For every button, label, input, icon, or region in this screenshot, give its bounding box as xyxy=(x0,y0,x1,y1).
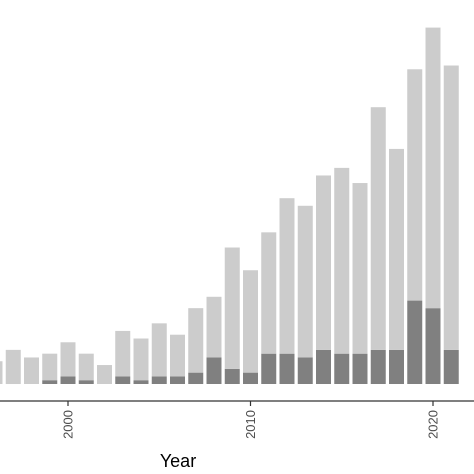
bar-2003-series-1 xyxy=(115,376,131,384)
bar-2008-series-1 xyxy=(206,357,222,384)
bar-1998-series-2 xyxy=(24,357,39,384)
bar-1999-series-2 xyxy=(42,353,58,381)
bars-group xyxy=(0,27,459,385)
bar-2005-series-1 xyxy=(151,376,167,384)
bar-2010-series-2 xyxy=(243,270,258,373)
bar-2020-series-2 xyxy=(425,27,441,309)
bar-2014-series-2 xyxy=(316,175,331,350)
bar-2010-series-1 xyxy=(243,372,258,385)
bar-2012-series-1 xyxy=(279,353,295,384)
bar-2021-series-1 xyxy=(443,349,459,385)
bar-2014-series-1 xyxy=(316,349,331,385)
bar-2019-series-1 xyxy=(407,300,423,384)
bar-2004-series-1 xyxy=(133,380,149,384)
bar-2011-series-2 xyxy=(261,232,277,354)
bar-1997-series-2 xyxy=(5,349,21,385)
bar-2005-series-2 xyxy=(151,323,167,377)
bar-2001-series-1 xyxy=(78,380,94,384)
bar-2000-series-2 xyxy=(60,342,76,377)
bar-2009-series-2 xyxy=(224,247,240,369)
bar-2020-series-1 xyxy=(425,308,441,384)
bar-2001-series-2 xyxy=(78,353,94,381)
x-tick-label-2000: 2000 xyxy=(61,410,76,439)
bar-2003-series-2 xyxy=(115,330,131,377)
bar-1999-series-1 xyxy=(42,380,58,384)
bar-2007-series-1 xyxy=(188,372,204,385)
bar-2017-series-2 xyxy=(370,107,386,350)
bar-2018-series-1 xyxy=(389,349,404,385)
bar-2006-series-1 xyxy=(170,376,185,384)
bar-2000-series-1 xyxy=(60,376,76,384)
bar-2013-series-2 xyxy=(297,205,313,358)
bar-2015-series-1 xyxy=(334,353,350,384)
bar-2012-series-2 xyxy=(279,198,295,354)
bar-2009-series-1 xyxy=(224,368,240,384)
bar-2015-series-2 xyxy=(334,167,350,354)
bar-2013-series-1 xyxy=(297,357,313,384)
bar-2011-series-1 xyxy=(261,353,277,384)
x-tick-label-2010: 2010 xyxy=(243,410,258,439)
bar-2018-series-2 xyxy=(389,148,404,350)
bar-2006-series-2 xyxy=(170,334,185,377)
bar-2016-series-2 xyxy=(352,183,368,354)
bar-1996-series-2 xyxy=(0,361,3,384)
bar-2021-series-2 xyxy=(443,65,459,350)
bar-2019-series-2 xyxy=(407,69,423,301)
x-tick-label-2020: 2020 xyxy=(426,410,441,439)
bar-2004-series-2 xyxy=(133,338,149,381)
bar-2016-series-1 xyxy=(352,353,368,384)
bar-2002-series-2 xyxy=(97,365,112,384)
x-ticks-group: 2000 2010 2020 xyxy=(61,401,441,439)
bar-2008-series-2 xyxy=(206,296,222,358)
x-axis-title: Year xyxy=(160,451,196,471)
bar-2017-series-1 xyxy=(370,349,386,385)
bar-2007-series-2 xyxy=(188,308,204,373)
